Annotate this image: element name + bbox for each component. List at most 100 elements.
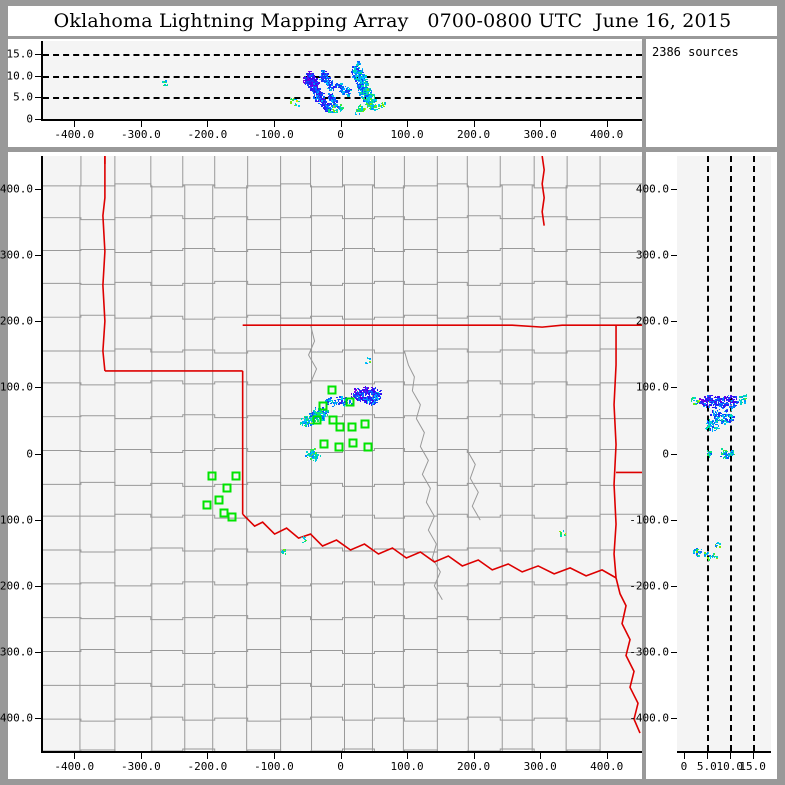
y-tick-label: 15.0 [6, 47, 34, 61]
y-tick-label: 100.0 [635, 380, 669, 394]
lma-station-marker [318, 401, 328, 411]
county-border [43, 615, 642, 621]
y-tick-mark [35, 321, 41, 323]
x-tick-label: -100.0 [254, 760, 294, 773]
county-border [43, 682, 642, 688]
y-tick-label: -100.0 [0, 513, 33, 527]
y-tick-label: 0 [662, 447, 669, 460]
y-tick-mark [671, 387, 677, 389]
y-tick-label: -400.0 [0, 711, 33, 725]
x-tick-label: 200.0 [457, 128, 491, 141]
county-border [43, 414, 642, 420]
y-tick-mark [671, 717, 677, 719]
lma-station-marker [363, 442, 373, 452]
x-tick-mark [273, 753, 275, 759]
y-tick-mark [35, 75, 41, 77]
county-border [402, 156, 405, 751]
x-tick-mark [273, 121, 275, 127]
county-border [212, 156, 216, 751]
x-tick-label: 100.0 [390, 128, 424, 141]
x-tick-label: 400.0 [590, 128, 624, 141]
y-tick-mark [35, 255, 41, 257]
county-border [43, 280, 642, 286]
lma-station-marker [231, 471, 241, 481]
county-border [499, 156, 503, 751]
county-border [43, 716, 642, 722]
y-tick-mark [671, 519, 677, 521]
x-tick-mark [729, 753, 731, 759]
county-border [565, 156, 568, 751]
x-tick-mark [207, 753, 209, 759]
lma-station-marker [312, 415, 322, 425]
x-tick-label: -400.0 [54, 128, 95, 141]
y-tick-label: 200.0 [635, 314, 669, 328]
y-tick-label: 400.0 [0, 182, 33, 196]
lma-station-marker [222, 483, 232, 493]
county-border [246, 156, 249, 751]
county-border [43, 248, 642, 254]
y-tick-mark [671, 189, 677, 191]
county-border [43, 581, 642, 587]
x-tick-mark [74, 121, 76, 127]
x-tick-mark [540, 753, 542, 759]
y-tick-label: 0 [26, 112, 33, 126]
x-tick-label: -300.0 [120, 128, 161, 141]
side-plot-area[interactable] [677, 156, 771, 753]
county-border [43, 513, 642, 519]
lma-station-marker [327, 385, 337, 395]
top-plot-area[interactable] [41, 41, 642, 121]
y-tick-mark [671, 321, 677, 323]
county-border [150, 156, 153, 751]
x-tick-mark [606, 753, 608, 759]
x-tick-mark [683, 753, 685, 759]
map-plot-area[interactable] [41, 156, 642, 753]
x-tick-mark [473, 121, 475, 127]
y-tick-label: -400.0 [629, 711, 669, 725]
lma-station-marker [328, 415, 338, 425]
x-tick-label: 0 [337, 128, 344, 141]
state-border [242, 513, 617, 579]
gridline-horizontal [43, 54, 642, 56]
county-border [307, 325, 318, 384]
source-count-label: 2386 sources [652, 45, 739, 59]
y-tick-label: 300.0 [0, 248, 33, 262]
x-tick-label: 0 [680, 760, 688, 773]
x-tick-mark [74, 753, 76, 759]
x-tick-label: -100.0 [254, 128, 294, 141]
y-tick-label: 10.0 [6, 69, 34, 83]
lma-station-marker [334, 442, 343, 452]
x-tick-mark [140, 121, 142, 127]
x-tick-label: -400.0 [54, 760, 95, 773]
y-tick-mark [35, 585, 41, 587]
county-border [371, 156, 375, 751]
y-tick-label: 200.0 [0, 314, 33, 328]
y-tick-label: 300.0 [635, 248, 669, 262]
y-tick-label: 5.0 [13, 90, 33, 104]
gridline-horizontal [43, 75, 642, 78]
x-tick-label: 400.0 [590, 760, 624, 773]
x-tick-mark [540, 121, 542, 127]
county-border [466, 450, 481, 521]
y-tick-label: -300.0 [629, 645, 669, 659]
y-tick-mark [35, 651, 41, 653]
lma-station-marker [319, 439, 329, 449]
page-title: Oklahoma Lightning Mapping Array 0700-08… [53, 10, 732, 32]
lma-station-marker [227, 512, 237, 522]
x-tick-mark [706, 753, 708, 759]
county-border [342, 156, 345, 751]
x-tick-mark [407, 121, 409, 127]
x-tick-mark [407, 753, 409, 759]
county-border [79, 156, 82, 751]
x-tick-mark [606, 121, 608, 127]
county-border [310, 156, 313, 751]
top-height-vs-east-panel: -400.0 -300.0 -200.0 -100.0 0 100.0 200.0 300.0… [6, 39, 642, 147]
x-tick-mark [140, 753, 142, 759]
y-tick-label: -300.0 [0, 645, 33, 659]
y-tick-mark [35, 97, 41, 99]
y-tick-mark [35, 387, 41, 389]
gridline-horizontal [43, 97, 642, 100]
state-border [615, 577, 641, 734]
map-plan-view-panel: -400.0 -300.0 -200.0 -100.0 0 100.0 200.0 300.0… [0, 152, 642, 779]
county-border [403, 350, 443, 601]
county-border [43, 448, 642, 454]
